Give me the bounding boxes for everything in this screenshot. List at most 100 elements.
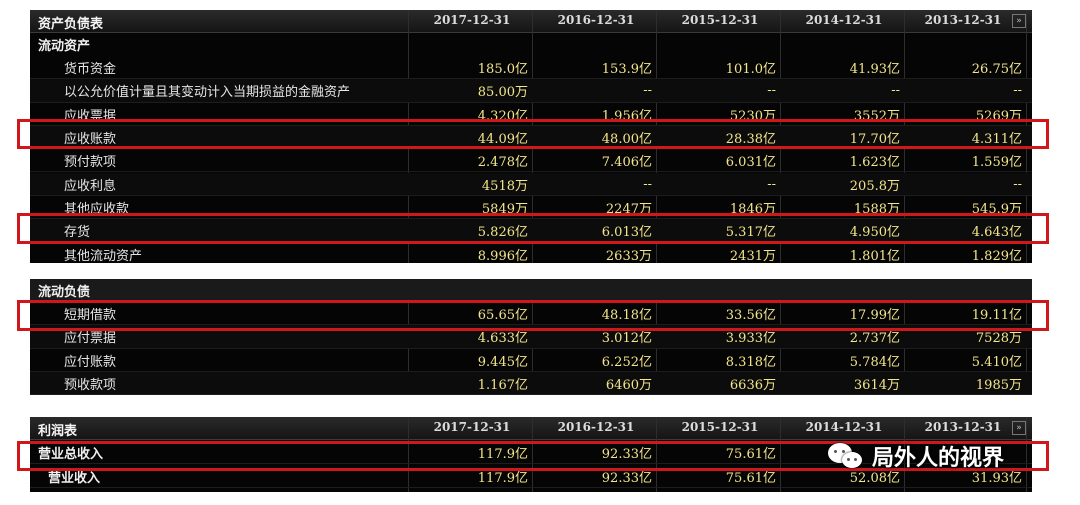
value-cell: 5.410亿: [971, 354, 1022, 370]
highlight-short-term-loans: [17, 300, 1049, 331]
divider: [1026, 417, 1027, 492]
value-cell: --: [767, 83, 776, 99]
value-cell: 8.996亿: [477, 248, 528, 263]
value-cell: 7.406亿: [601, 155, 652, 171]
table-row: 营业总收入 117.9亿 92.33亿 75.61亿: [30, 440, 1032, 464]
row-divider: [30, 463, 1032, 464]
row-label: 以公允价值计量且其变动计入当期损益的金融资产: [64, 85, 351, 101]
divider: [408, 417, 409, 492]
income-statement-title: 利润表: [38, 424, 78, 439]
value-cell: 92.33亿: [601, 446, 652, 462]
value-cell: 9.445亿: [477, 354, 528, 370]
row-divider: [30, 101, 1032, 103]
value-cell: 205.8万: [849, 178, 900, 194]
value-cell: --: [1013, 176, 1022, 192]
highlight-inventory: [17, 213, 1049, 244]
row-label: 其他流动资产: [64, 248, 143, 263]
value-cell: 101.0亿: [725, 62, 776, 78]
row-label: 应收利息: [64, 178, 117, 194]
value-cell: 65.65亿: [477, 308, 528, 324]
value-cell: 185.0亿: [477, 62, 528, 78]
value-cell: 1.829亿: [971, 248, 1022, 263]
value-cell: 28.38亿: [725, 132, 776, 148]
value-cell: 6.013亿: [601, 225, 652, 241]
row-divider: [30, 370, 1032, 372]
value-cell: --: [891, 83, 900, 99]
date-col-2015: 2015-12-31: [681, 13, 759, 27]
table-row: 其他流动资产 8.996亿 2633万 2431万 1.801亿 1.829亿: [30, 242, 1032, 263]
value-cell: 1.623亿: [849, 155, 900, 171]
value-cell: 44.09亿: [477, 132, 528, 148]
date-col-2017: 2017-12-31: [433, 420, 511, 434]
value-cell: 1985万: [975, 378, 1022, 394]
table-row: 预收款项 1.167亿 6460万 6636万 3614万 1985万: [30, 371, 1032, 395]
value-cell: 153.9亿: [601, 62, 652, 78]
value-cell: 7528万: [975, 331, 1022, 347]
row-label: 营业总收入: [38, 446, 104, 462]
value-cell: 52.08亿: [849, 470, 900, 486]
table-row: 货币资金 185.0亿 153.9亿 101.0亿 41.93亿 26.75亿: [30, 56, 1032, 80]
date-col-2016: 2016-12-31: [557, 420, 635, 434]
value-cell: 5.826亿: [477, 225, 528, 241]
value-cell: 8.318亿: [725, 354, 776, 370]
value-cell: 75.61亿: [725, 446, 776, 462]
value-cell: 6636万: [729, 378, 776, 394]
row-divider: [30, 78, 1032, 80]
value-cell: --: [643, 176, 652, 192]
value-cell: 1.167亿: [477, 378, 528, 394]
value-cell: 5.317亿: [725, 225, 776, 241]
row-divider: [30, 487, 1032, 488]
value-cell: 117.9亿: [477, 446, 528, 462]
value-cell: 19.11亿: [971, 308, 1022, 324]
value-cell: 31.93亿: [971, 470, 1022, 486]
row-divider: [30, 347, 1032, 349]
row-label: 预付款项: [64, 155, 117, 171]
value-cell: 85.00万: [477, 85, 528, 101]
value-cell: 2.478亿: [477, 155, 528, 171]
section-label-current-assets: 流动资产: [38, 39, 91, 54]
section-row: 流动资产: [30, 33, 1032, 56]
income-statement-panel: 利润表 2017-12-31 2016-12-31 2015-12-31 201…: [30, 417, 1032, 492]
row-label: 应付票据: [64, 331, 117, 347]
row-divider: [30, 394, 1032, 395]
value-cell: 6.031亿: [725, 155, 776, 171]
value-cell: 6460万: [605, 378, 652, 394]
value-cell: 3614万: [853, 378, 900, 394]
value-cell: --: [643, 83, 652, 99]
row-label: 短期借款: [64, 308, 117, 324]
row-label: 存货: [64, 225, 91, 241]
value-cell: 4.633亿: [477, 331, 528, 347]
value-cell: 2633万: [605, 248, 652, 263]
row-label: 应付账款: [64, 354, 117, 370]
divider: [656, 417, 657, 492]
value-cell: 48.00亿: [601, 132, 652, 148]
section-label-current-liabilities: 流动负债: [38, 285, 91, 300]
table-row: 应收利息 4518万 -- -- 205.8万 --: [30, 172, 1032, 196]
value-cell: 17.99亿: [849, 308, 900, 324]
row-label: 预收款项: [64, 378, 117, 394]
value-cell: 92.33亿: [601, 470, 652, 486]
table-row: 应付账款 9.445亿 6.252亿 8.318亿 5.784亿 5.410亿: [30, 349, 1032, 372]
date-col-2013: 2013-12-31: [924, 420, 1002, 434]
value-cell: 3.933亿: [725, 331, 776, 347]
value-cell: 2.737亿: [849, 331, 900, 347]
value-cell: 26.75亿: [971, 62, 1022, 78]
value-cell: --: [1013, 83, 1022, 99]
more-columns-icon[interactable]: »: [1012, 421, 1026, 435]
value-cell: 117.9亿: [477, 470, 528, 486]
value-cell: 41.93亿: [849, 62, 900, 78]
value-cell: 75.61亿: [725, 470, 776, 486]
value-cell: 4.950亿: [849, 225, 900, 241]
more-columns-icon[interactable]: »: [1012, 14, 1026, 28]
balance-sheet-title: 资产负债表: [38, 17, 104, 32]
row-label: 应收账款: [64, 132, 117, 148]
liabilities-panel: 流动负债 短期借款 65.65亿 48.18亿 33.56亿 17.99亿 19.11亿应…: [30, 279, 1032, 395]
value-cell: 5.784亿: [849, 354, 900, 370]
balance-sheet-header: 资产负债表 2017-12-31 2016-12-31 2015-12-31 2…: [30, 10, 1032, 33]
value-cell: 17.70亿: [849, 132, 900, 148]
row-divider: [30, 171, 1032, 173]
income-statement-header: 利润表 2017-12-31 2016-12-31 2015-12-31 201…: [30, 417, 1032, 440]
highlight-receivables: [17, 119, 1049, 149]
value-cell: 3.012亿: [601, 331, 652, 347]
value-cell: 4.311亿: [971, 132, 1022, 148]
